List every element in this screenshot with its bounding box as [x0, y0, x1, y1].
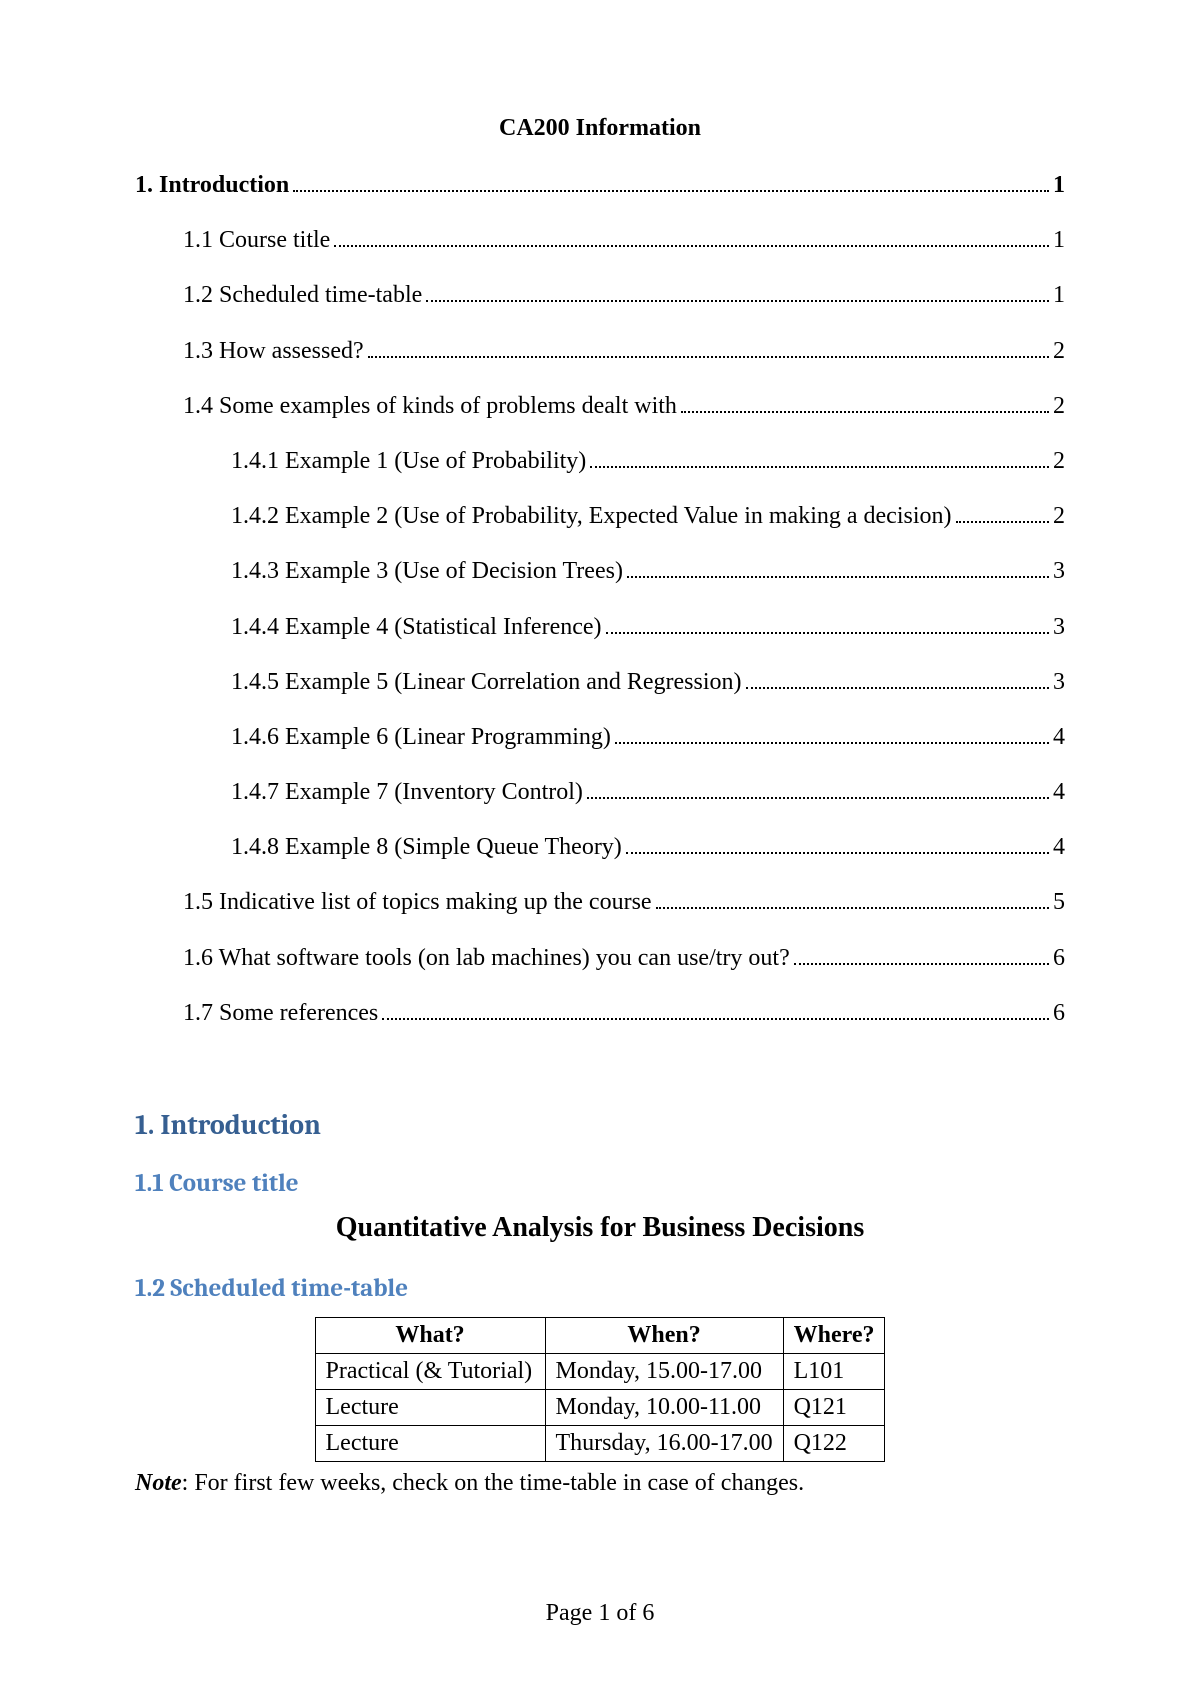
toc-entry: 1.2 Scheduled time-table 1 — [135, 280, 1065, 311]
toc-leader-dots — [426, 300, 1049, 302]
table-cell: Thursday, 16.00-17.00 — [545, 1426, 783, 1462]
table-cell: Lecture — [315, 1390, 545, 1426]
toc-entry-label: 1.4.5 Example 5 (Linear Correlation and … — [231, 667, 742, 698]
document-title: CA200 Information — [135, 115, 1065, 142]
table-row: LectureMonday, 10.00-11.00Q121 — [315, 1390, 885, 1426]
toc-entry: 1.5 Indicative list of topics making up … — [135, 887, 1065, 918]
toc-entry: 1.4.2 Example 2 (Use of Probability, Exp… — [135, 501, 1065, 532]
toc-entry-page: 5 — [1053, 887, 1065, 918]
toc-leader-dots — [382, 1018, 1049, 1020]
toc-entry: 1.4.1 Example 1 (Use of Probability) 2 — [135, 446, 1065, 477]
table-cell: Lecture — [315, 1426, 545, 1462]
toc-leader-dots — [627, 576, 1049, 578]
timetable-note: Note: For first few weeks, check on the … — [135, 1470, 1065, 1497]
heading-1-2-scheduled-time-table: 1.2 Scheduled time-table — [135, 1274, 1065, 1303]
table-cell: Q122 — [783, 1426, 885, 1462]
toc-entry-page: 6 — [1053, 943, 1065, 974]
toc-entry-label: 1. Introduction — [135, 170, 289, 201]
table-header-cell: When? — [545, 1318, 783, 1354]
toc-entry-label: 1.6 What software tools (on lab machines… — [183, 943, 790, 974]
table-cell: L101 — [783, 1354, 885, 1390]
toc-leader-dots — [615, 742, 1049, 744]
course-title-text: Quantitative Analysis for Business Decis… — [135, 1212, 1065, 1244]
toc-entry-page: 2 — [1053, 501, 1065, 532]
toc-entry-label: 1.4.4 Example 4 (Statistical Inference) — [231, 612, 602, 643]
toc-entry-page: 3 — [1053, 556, 1065, 587]
toc-entry-label: 1.1 Course title — [183, 225, 330, 256]
toc-leader-dots — [590, 466, 1049, 468]
toc-entry-page: 2 — [1053, 391, 1065, 422]
toc-entry: 1.6 What software tools (on lab machines… — [135, 943, 1065, 974]
toc-entry: 1.4 Some examples of kinds of problems d… — [135, 391, 1065, 422]
toc-entry-page: 1 — [1053, 225, 1065, 256]
toc-entry-label: 1.4.6 Example 6 (Linear Programming) — [231, 722, 611, 753]
toc-entry-label: 1.4.7 Example 7 (Inventory Control) — [231, 777, 583, 808]
toc-leader-dots — [681, 411, 1049, 413]
table-cell: Q121 — [783, 1390, 885, 1426]
toc-entry-label: 1.2 Scheduled time-table — [183, 280, 422, 311]
toc-entry: 1.4.4 Example 4 (Statistical Inference) 3 — [135, 612, 1065, 643]
toc-entry-page: 6 — [1053, 998, 1065, 1029]
toc-entry: 1.3 How assessed? 2 — [135, 336, 1065, 367]
toc-entry-label: 1.4.8 Example 8 (Simple Queue Theory) — [231, 832, 622, 863]
timetable: What?When?Where?Practical (& Tutorial)Mo… — [315, 1317, 886, 1462]
toc-entry-label: 1.3 How assessed? — [183, 336, 364, 367]
toc-entry-page: 1 — [1053, 170, 1065, 201]
toc-entry-page: 2 — [1053, 446, 1065, 477]
toc-leader-dots — [606, 632, 1049, 634]
toc-leader-dots — [587, 797, 1049, 799]
toc-leader-dots — [626, 852, 1049, 854]
table-header-cell: Where? — [783, 1318, 885, 1354]
toc-entry-label: 1.5 Indicative list of topics making up … — [183, 887, 652, 918]
heading-1-1-course-title: 1.1 Course title — [135, 1169, 1065, 1198]
table-row: Practical (& Tutorial)Monday, 15.00-17.0… — [315, 1354, 885, 1390]
toc-entry-label: 1.7 Some references — [183, 998, 378, 1029]
table-row: LectureThursday, 16.00-17.00Q122 — [315, 1426, 885, 1462]
toc-leader-dots — [293, 190, 1049, 192]
toc-entry-label: 1.4.1 Example 1 (Use of Probability) — [231, 446, 586, 477]
toc-leader-dots — [368, 356, 1049, 358]
toc-entry-page: 3 — [1053, 612, 1065, 643]
toc-entry-page: 4 — [1053, 777, 1065, 808]
toc-entry: 1.4.3 Example 3 (Use of Decision Trees) 3 — [135, 556, 1065, 587]
toc-entry-page: 2 — [1053, 336, 1065, 367]
toc-entry-page: 4 — [1053, 832, 1065, 863]
toc-entry-page: 3 — [1053, 667, 1065, 698]
toc-leader-dots — [746, 687, 1049, 689]
table-cell: Practical (& Tutorial) — [315, 1354, 545, 1390]
toc-leader-dots — [794, 963, 1049, 965]
table-of-contents: 1. Introduction11.1 Course title 11.2 Sc… — [135, 170, 1065, 1029]
table-header-cell: What? — [315, 1318, 545, 1354]
table-cell: Monday, 15.00-17.00 — [545, 1354, 783, 1390]
toc-entry: 1.7 Some references 6 — [135, 998, 1065, 1029]
toc-entry-label: 1.4.2 Example 2 (Use of Probability, Exp… — [231, 501, 952, 532]
toc-entry-label: 1.4 Some examples of kinds of problems d… — [183, 391, 677, 422]
toc-entry: 1.4.5 Example 5 (Linear Correlation and … — [135, 667, 1065, 698]
toc-entry-page: 1 — [1053, 280, 1065, 311]
toc-leader-dots — [334, 245, 1049, 247]
toc-entry: 1.4.8 Example 8 (Simple Queue Theory) 4 — [135, 832, 1065, 863]
note-text: : For first few weeks, check on the time… — [182, 1470, 804, 1496]
toc-entry: 1.4.7 Example 7 (Inventory Control) 4 — [135, 777, 1065, 808]
toc-entry-label: 1.4.3 Example 3 (Use of Decision Trees) — [231, 556, 623, 587]
toc-leader-dots — [656, 907, 1049, 909]
toc-entry: 1. Introduction 1 — [135, 170, 1065, 201]
toc-leader-dots — [956, 521, 1050, 523]
toc-entry-page: 4 — [1053, 722, 1065, 753]
toc-entry: 1.1 Course title 1 — [135, 225, 1065, 256]
note-label: Note — [135, 1470, 182, 1496]
toc-entry: 1.4.6 Example 6 (Linear Programming) 4 — [135, 722, 1065, 753]
page-footer: Page 1 of 6 — [0, 1600, 1200, 1627]
heading-1-introduction: 1. Introduction — [135, 1109, 1065, 1141]
table-cell: Monday, 10.00-11.00 — [545, 1390, 783, 1426]
